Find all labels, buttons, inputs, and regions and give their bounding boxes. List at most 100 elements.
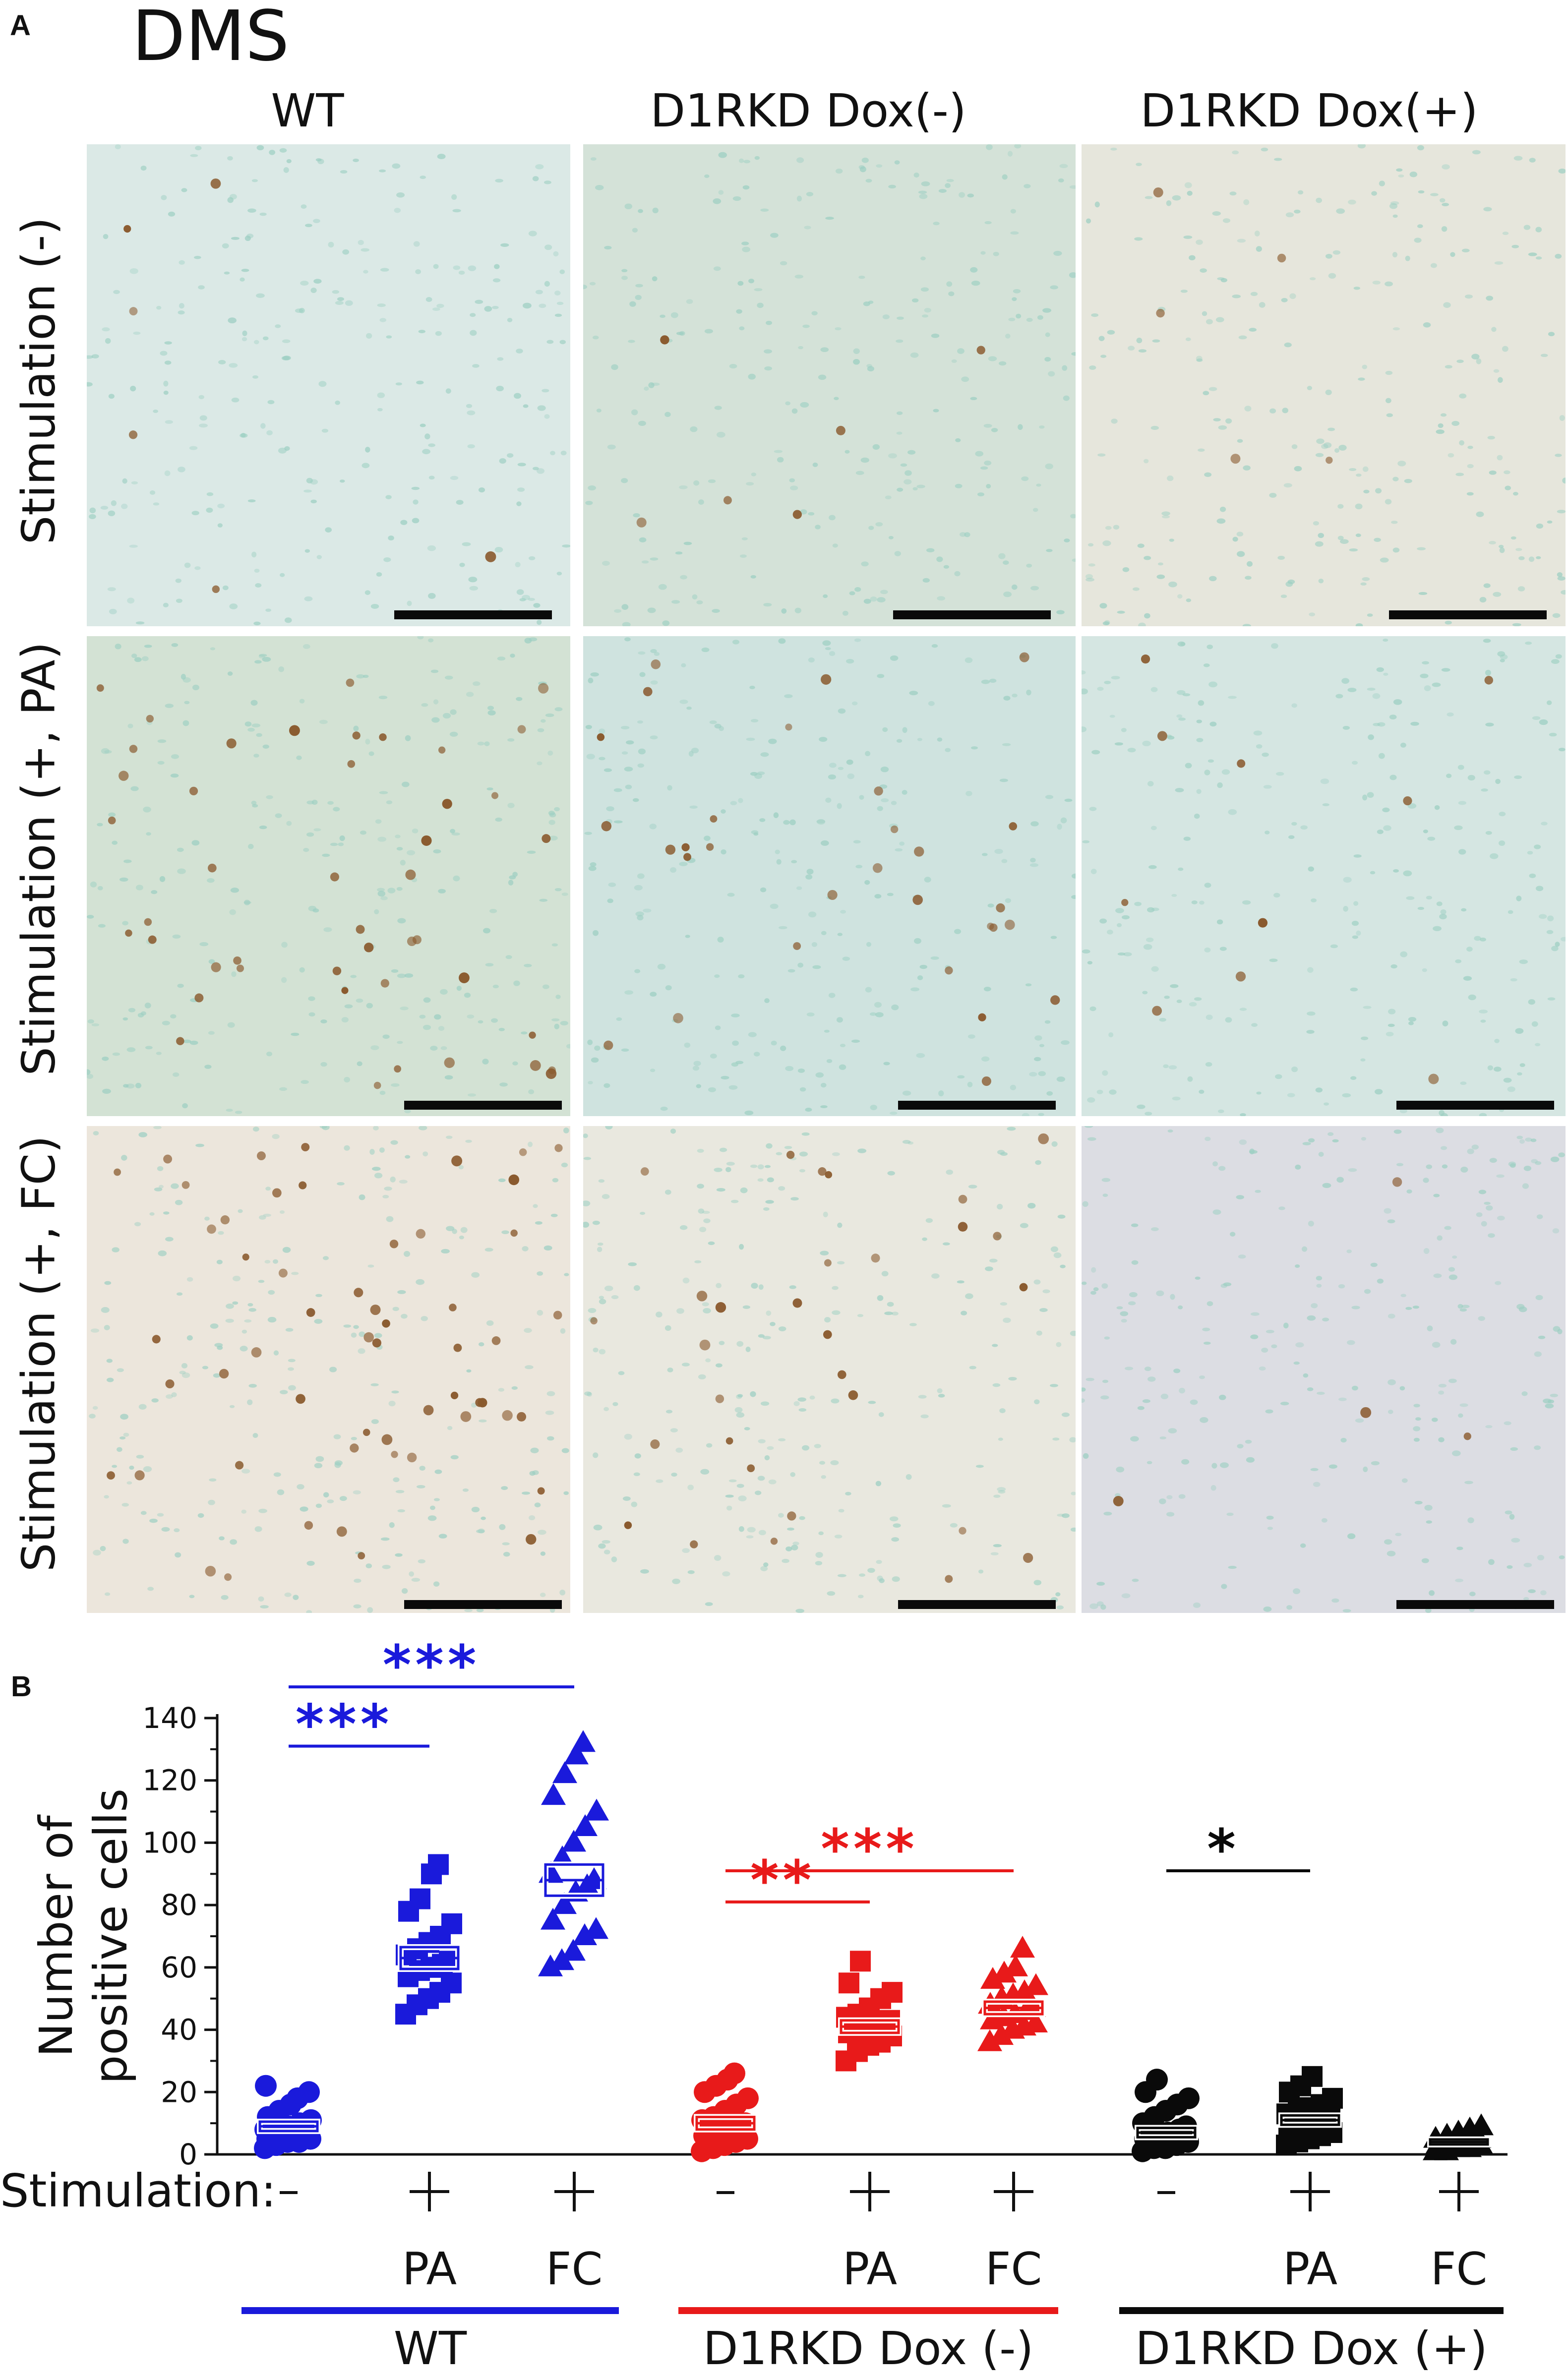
data-point [571,1730,596,1752]
unstained-cell [710,1053,717,1059]
unstained-cell [764,998,770,1004]
unstained-cell [806,869,814,875]
unstained-cell [999,361,1007,366]
unstained-cell [353,1604,362,1608]
unstained-cell [1036,483,1041,487]
positive-cell [770,1538,778,1545]
unstained-cell [1086,1377,1094,1381]
unstained-cell [379,1090,386,1095]
positive-cell [871,1253,880,1263]
unstained-cell [1029,863,1039,867]
unstained-cell [584,1391,592,1396]
unstained-cell [462,542,471,546]
unstained-cell [990,1552,999,1555]
unstained-cell [109,608,117,614]
unstained-cell [1144,459,1149,464]
unstained-cell [1285,581,1293,587]
unstained-cell [621,751,628,755]
unstained-cell [1467,1148,1474,1154]
unstained-cell [462,1488,469,1492]
unstained-cell [138,1132,148,1137]
unstained-cell [1302,1142,1311,1145]
unstained-cell [763,602,772,607]
unstained-cell [696,600,703,604]
unstained-cell [530,1447,539,1453]
positive-cell [194,993,204,1003]
unstained-cell [1403,870,1412,877]
unstained-cell [716,1188,725,1192]
unstained-cell [1249,328,1257,332]
unstained-cell [313,828,321,832]
unstained-cell [535,290,543,295]
unstained-cell [1487,1065,1494,1071]
unstained-cell [353,1490,361,1495]
unstained-cell [129,1465,134,1470]
unstained-cell [1204,1341,1211,1345]
unstained-cell [1117,610,1125,614]
unstained-cell [516,501,522,506]
unstained-cell [1263,785,1272,789]
unstained-cell [492,278,501,283]
unstained-cell [482,928,491,934]
positive-cell [1237,759,1246,768]
positive-cell [725,1437,733,1445]
unstained-cell [1442,1020,1448,1027]
unstained-cell [272,1134,280,1139]
unstained-cell [512,1061,518,1066]
unstained-cell [1210,1485,1216,1491]
unstained-cell [1459,440,1464,446]
unstained-cell [411,1578,421,1582]
positive-cell [519,1148,527,1156]
unstained-cell [638,748,646,755]
unstained-cell [656,1311,663,1318]
unstained-cell [1288,835,1295,839]
unstained-cell [746,482,754,486]
unstained-cell [838,708,846,714]
unstained-cell [1396,168,1403,172]
unstained-cell [1086,574,1093,579]
positive-cell [601,821,612,832]
unstained-cell [380,268,389,272]
unstained-cell [416,1485,425,1488]
unstained-cell [1175,788,1184,792]
unstained-cell [1199,900,1205,905]
unstained-cell [688,751,694,757]
unstained-cell [825,217,834,220]
unstained-cell [241,269,249,272]
unstained-cell [931,333,940,338]
unstained-cell [302,644,310,649]
unstained-cell [522,1246,529,1251]
unstained-cell [759,818,766,822]
unstained-cell [503,1551,510,1557]
positive-cell [306,1308,315,1317]
unstained-cell [1052,1437,1060,1441]
unstained-cell [1430,263,1437,268]
unstained-cell [698,1208,705,1214]
unstained-cell [436,303,444,308]
unstained-cell [797,962,804,968]
unstained-cell [422,449,430,455]
unstained-cell [1446,774,1452,778]
unstained-cell [1150,826,1157,831]
data-point [992,1961,1017,1983]
unstained-cell [859,1573,865,1577]
unstained-cell [1497,1215,1505,1221]
unstained-cell [368,751,374,756]
unstained-cell [204,1216,210,1221]
unstained-cell [1024,184,1031,188]
unstained-cell [1337,536,1344,540]
unstained-cell [1218,425,1227,430]
unstained-cell [262,336,269,341]
unstained-cell [153,502,160,506]
unstained-cell [140,165,147,171]
unstained-cell [632,798,639,802]
unstained-cell [1159,1436,1166,1440]
unstained-cell [1485,722,1494,727]
unstained-cell [1170,1294,1175,1300]
unstained-cell [1362,794,1368,801]
unstained-cell [1250,292,1258,297]
positive-cell [837,1370,846,1379]
unstained-cell [782,1558,789,1563]
unstained-cell [703,1308,711,1314]
unstained-cell [975,451,984,457]
